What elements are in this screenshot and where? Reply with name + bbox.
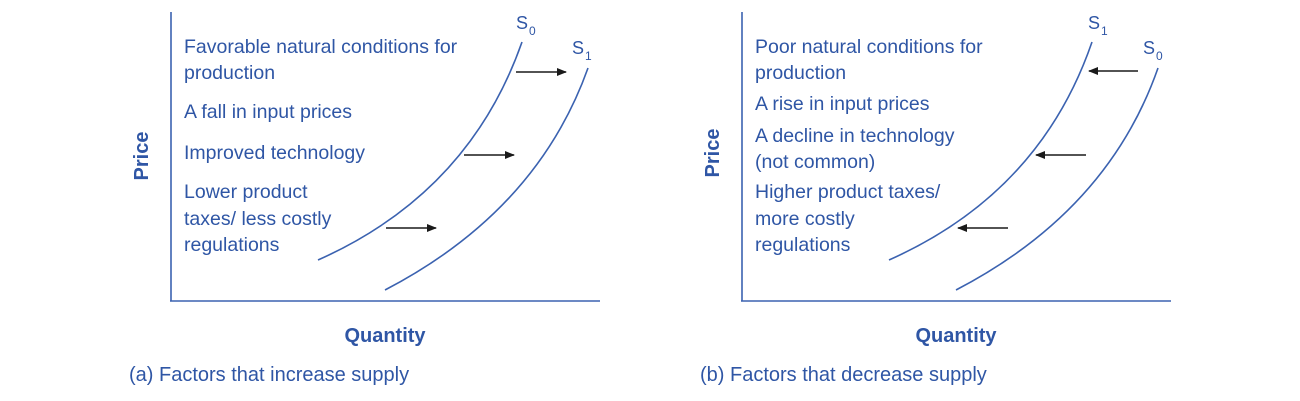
panel-a-factor-4: Lower product taxes/ less costly regulat… [184, 181, 337, 256]
panel-b-factor-4: Higher product taxes/ more costly regula… [755, 181, 946, 256]
panel-a-factor-2: A fall in input prices [184, 101, 352, 123]
panel-b-caption: (b) Factors that decrease supply [700, 364, 987, 386]
panel-a-curve-second-label: S1 [572, 38, 592, 63]
panel-b-factor-1: Poor natural conditions for production [755, 36, 988, 84]
panel-a-y-label: Price [131, 132, 153, 181]
panel-b-curve-first-label: S1 [1088, 13, 1108, 38]
panel-b-supply-curve-second [955, 67, 1159, 291]
panel-a-curve-first-label: S0 [516, 13, 536, 38]
panel-a-factor-3: Improved technology [184, 142, 365, 164]
panel-b: S1 S0 Poor natural conditions for produc… [700, 12, 1171, 386]
panel-a-supply-curve-first [317, 41, 523, 261]
panel-b-supply-curve-first [888, 41, 1093, 261]
panel-b-curve-second-label: S0 [1143, 38, 1163, 63]
panel-a-supply-curve-second [384, 67, 589, 291]
panel-a-x-label: Quantity [344, 325, 426, 347]
panel-b-x-label: Quantity [915, 325, 997, 347]
panel-b-factor-2: A rise in input prices [755, 93, 930, 115]
panel-a-caption: (a) Factors that increase supply [129, 364, 409, 386]
panel-b-y-label: Price [702, 129, 724, 178]
panel-a-factor-1: Favorable natural conditions for product… [184, 36, 463, 84]
panel-a: S0 S1 Favorable natural conditions for p… [129, 12, 600, 386]
panel-b-factor-3: A decline in technology (not common) [755, 125, 960, 173]
